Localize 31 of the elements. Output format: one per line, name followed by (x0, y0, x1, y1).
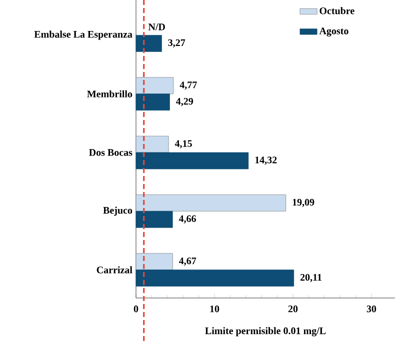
bar (136, 152, 249, 170)
legend-label: Octubre (320, 7, 354, 14)
data-label: 4,29 (176, 98, 194, 106)
data-label: 4,66 (178, 215, 196, 224)
bar (136, 194, 286, 212)
data-label: 4,77 (180, 82, 197, 90)
x-tick-label: 0 (134, 306, 138, 312)
data-label: 14,32 (255, 156, 277, 165)
legend-label: Agosto (319, 28, 348, 36)
y-tick-label: Membrillo (87, 90, 132, 98)
data-label: 20,11 (300, 274, 322, 282)
y-tick-label: Carrizal (96, 266, 132, 274)
x-axis-title: Limite permisible 0.01 mg/L (205, 327, 326, 336)
data-label: 19,09 (292, 198, 314, 208)
y-tick-label: Embalse La Esperanza (34, 30, 132, 40)
bar (136, 270, 294, 286)
y-tick-label: Bejuco (103, 206, 132, 216)
bar (136, 253, 173, 270)
bar (136, 34, 162, 52)
data-label: 4,15 (174, 140, 192, 148)
bar (136, 94, 170, 111)
y-tick-label: Dos Bocas (89, 149, 132, 156)
x-tick-label: 20 (288, 306, 298, 312)
bar (136, 210, 173, 228)
x-tick-label: 10 (210, 306, 220, 312)
data-label: 4,67 (178, 258, 196, 266)
bar (136, 136, 169, 153)
text: N/D (148, 24, 165, 30)
x-tick-label: 30 (366, 306, 376, 312)
bar (136, 77, 174, 94)
data-label: 3,27 (168, 39, 186, 48)
